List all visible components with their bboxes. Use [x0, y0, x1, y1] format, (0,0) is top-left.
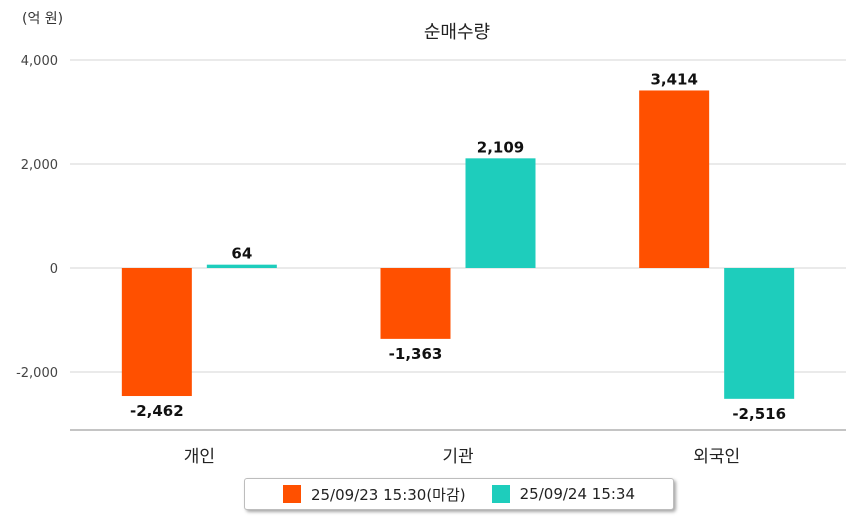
y-tick-label: -2,000 — [16, 366, 58, 381]
category-label: 기관 — [442, 447, 473, 467]
y-tick-label: 0 — [50, 262, 58, 277]
legend-item-series-2[interactable]: 25/09/24 15:34 — [491, 485, 636, 503]
category-labels: 개인 기관 외국인 — [184, 447, 740, 467]
legend: 25/09/23 15:30(마감) 25/09/24 15:34 — [244, 478, 674, 510]
legend-item-series-1[interactable]: 25/09/23 15:30(마감) — [282, 484, 466, 505]
bars — [121, 90, 795, 399]
data-labels: -2,462 64 -1,363 2,109 3,414 -2,516 — [130, 70, 786, 422]
data-label: 64 — [231, 245, 252, 263]
bar[interactable] — [724, 268, 795, 399]
chart-title: 순매수량 — [424, 22, 490, 43]
legend-swatch-series-1 — [282, 485, 301, 503]
category-label: 외국인 — [693, 447, 740, 467]
bar[interactable] — [465, 158, 536, 268]
bar[interactable] — [206, 264, 277, 268]
data-label: 3,414 — [650, 70, 697, 88]
y-axis-ticks: 4,000 2,000 0 -2,000 — [16, 54, 58, 381]
legend-label-series-1: 25/09/23 15:30(마감) — [310, 485, 466, 504]
y-tick-label: 4,000 — [21, 54, 58, 69]
bar[interactable] — [121, 268, 192, 397]
category-label: 개인 — [184, 447, 215, 467]
data-label: -1,363 — [389, 345, 443, 363]
data-label: 2,109 — [477, 138, 524, 156]
gridlines — [70, 59, 846, 373]
unit-label: (억 원) — [22, 11, 63, 27]
legend-label-series-2: 25/09/24 15:34 — [519, 485, 636, 503]
bar[interactable] — [380, 268, 451, 339]
data-label: -2,462 — [130, 402, 184, 420]
bar[interactable] — [639, 90, 710, 268]
data-label: -2,516 — [732, 405, 786, 423]
legend-swatch-series-2 — [491, 485, 510, 503]
y-tick-label: 2,000 — [21, 158, 58, 173]
